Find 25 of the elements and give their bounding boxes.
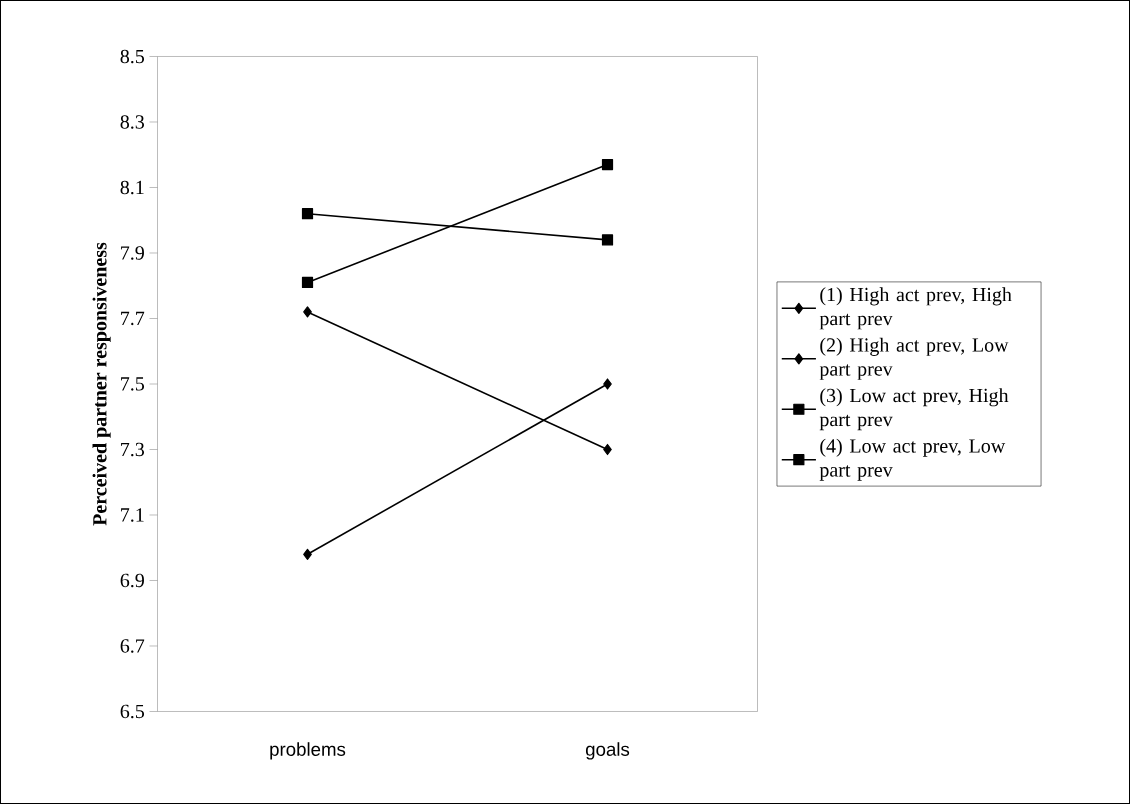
legend-label: (1) High act prev, High part prev — [819, 287, 1012, 330]
point — [301, 208, 314, 220]
point — [601, 158, 614, 171]
point — [603, 378, 612, 390]
y-tick-label: 6.9 — [120, 573, 144, 588]
point — [601, 234, 614, 246]
x-tick-label: problems — [270, 742, 346, 760]
y-tick-label: 7.5 — [121, 377, 145, 391]
y-tick-label: 8.1 — [120, 180, 144, 195]
y-axis-title: Perceived partner responsiveness — [92, 242, 111, 526]
y-tick-label: 7.9 — [121, 246, 144, 260]
y-tick-label: 8.3 — [120, 115, 145, 129]
point — [303, 306, 312, 318]
y-tick-label: 6.5 — [120, 704, 145, 719]
legend-label: (3) Low act prev, High part prev — [819, 388, 1009, 431]
y-tick-label: 7.7 — [121, 311, 145, 326]
legend-label: (4) Low act prev, Low part prev — [819, 438, 1006, 481]
y-tick-label: 8.5 — [120, 49, 145, 64]
y-tick-label: 7.1 — [121, 508, 144, 522]
y-tick-label: 6.7 — [120, 639, 145, 653]
y-tick-label: 7.3 — [121, 442, 145, 457]
legend-label: (2) High act prev, Low part prev — [819, 337, 1009, 380]
point — [301, 276, 314, 289]
x-tick-label: goals — [585, 742, 630, 760]
point — [303, 548, 312, 560]
